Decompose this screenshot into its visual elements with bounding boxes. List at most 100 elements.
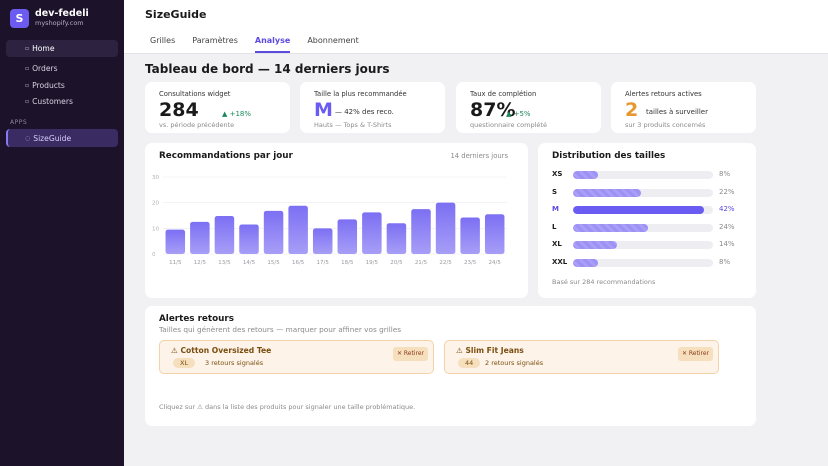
size-label: M <box>552 205 559 213</box>
sidebar: S dev-fedeli myshopify.com ▫ Home ▫ Orde… <box>0 0 124 466</box>
bar-13/5[interactable] <box>214 216 235 254</box>
distribution-row-s: S 22% <box>552 187 746 199</box>
distribution-bar-xxl <box>573 259 598 267</box>
sidebar-item-customers[interactable]: ▫ Customers <box>6 93 118 110</box>
y-tick-label: 0 <box>152 252 156 258</box>
store-logo: S <box>10 8 29 28</box>
x-tick-label: 19/5 <box>366 260 379 266</box>
distribution-bar-m <box>573 206 704 214</box>
sidebar-item-orders[interactable]: ▫ Orders <box>6 60 118 77</box>
chart-title: Recommandations par jour <box>159 151 293 161</box>
bar-16/5[interactable] <box>288 205 308 254</box>
bar-11/5[interactable] <box>165 229 186 254</box>
distribution-row-xs: XS 8% <box>552 169 746 181</box>
size-label: XS <box>552 170 563 178</box>
y-tick-label: 30 <box>152 175 159 181</box>
stat-extra: — 42% des reco. <box>335 108 394 116</box>
tab-parametres[interactable]: Paramètres <box>192 36 238 45</box>
alerts-subtitle: Tailles qui génèrent des retours — marqu… <box>159 325 402 334</box>
distribution-track <box>573 259 713 267</box>
sidebar-item-sizeguide[interactable]: ◌ SizeGuide <box>6 129 118 147</box>
sidebar-item-home[interactable]: ▫ Home <box>6 40 118 57</box>
y-tick-label: 20 <box>152 201 159 207</box>
x-tick-label: 15/5 <box>267 260 280 266</box>
alert-return-count: 2 retours signalés <box>485 359 544 367</box>
x-tick-label: 12/5 <box>194 260 207 266</box>
orders-icon: ▫ <box>25 65 30 72</box>
remove-alert-button[interactable]: ✕ Retirer <box>392 347 428 361</box>
products-icon: ▫ <box>25 82 30 89</box>
bar-21/5[interactable] <box>411 209 431 254</box>
x-tick-label: 14/5 <box>243 260 256 266</box>
distribution-bar-l <box>573 224 648 232</box>
alert-size-chip: XL <box>173 358 196 368</box>
tab-abonnement[interactable]: Abonnement <box>307 36 359 45</box>
sidebar-item-label: Products <box>32 81 65 90</box>
page-title: Tableau de bord — 14 derniers jours <box>145 62 390 76</box>
stat-card-consultations: Consultations widget 284 ▲ +18% vs. péri… <box>145 82 290 133</box>
reco-chart-card: Recommandations par jour 14 derniers jou… <box>145 143 528 298</box>
size-percent: 14% <box>719 240 735 248</box>
alert-product-name: ⚠ Slim Fit Jeans <box>456 346 524 355</box>
sidebar-item-label: Home <box>32 44 55 53</box>
remove-alert-button[interactable]: ✕ Retirer <box>677 347 713 361</box>
bar-22/5[interactable] <box>435 202 456 254</box>
stat-card-top-size: Taille la plus recommandée M — 42% des r… <box>300 82 445 133</box>
distribution-track <box>573 189 713 197</box>
x-tick-label: 18/5 <box>341 260 354 266</box>
sidebar-item-products[interactable]: ▫ Products <box>6 77 118 94</box>
x-tick-label: 16/5 <box>292 260 305 266</box>
bar-23/5[interactable] <box>460 217 480 254</box>
x-tick-label: 23/5 <box>464 260 477 266</box>
stat-label: Consultations widget <box>159 90 231 98</box>
tab-analyse[interactable]: Analyse <box>254 36 291 53</box>
alert-product-name: ⚠ Cotton Oversized Tee <box>171 346 272 355</box>
stat-subtext: vs. période précédente <box>159 121 235 129</box>
store-domain: myshopify.com <box>35 19 84 27</box>
sidebar-item-label: Customers <box>32 97 73 106</box>
store-switcher[interactable]: S dev-fedeli myshopify.com <box>10 8 89 28</box>
tab-grilles[interactable]: Grilles <box>150 36 176 45</box>
customers-icon: ▫ <box>25 98 30 105</box>
stat-value: 284 <box>159 99 199 121</box>
x-tick-label: 22/5 <box>439 260 452 266</box>
distribution-bar-s <box>573 189 642 197</box>
chart-period: 14 derniers jours <box>450 152 508 160</box>
stat-subtext: Hauts — Tops & T-Shirts <box>314 121 392 129</box>
size-percent: 24% <box>719 223 735 231</box>
distribution-track <box>573 206 713 214</box>
bar-17/5[interactable] <box>312 228 333 254</box>
bar-12/5[interactable] <box>190 221 210 254</box>
bar-18/5[interactable] <box>337 219 358 254</box>
return-alerts-card: Alertes retours Tailles qui génèrent des… <box>145 306 756 426</box>
size-label: XXL <box>552 258 568 266</box>
alert-return-count: 3 retours signalés <box>205 359 264 367</box>
alert-item: ⚠ Cotton Oversized Tee XL 3 retours sign… <box>159 340 434 374</box>
stat-delta: ▲ +5% <box>506 110 531 118</box>
x-tick-label: 13/5 <box>218 260 231 266</box>
size-label: XL <box>552 240 562 248</box>
bar-24/5[interactable] <box>484 214 505 254</box>
stat-subtext: sur 3 produits concernés <box>625 121 706 129</box>
bar-14/5[interactable] <box>239 224 259 254</box>
stat-extra: tailles à surveiller <box>646 108 708 116</box>
bar-19/5[interactable] <box>362 212 382 254</box>
sidebar-item-label: Orders <box>32 64 58 73</box>
distribution-row-xxl: XXL 8% <box>552 257 746 269</box>
size-percent: 42% <box>719 205 735 213</box>
x-tick-label: 21/5 <box>415 260 428 266</box>
y-tick-label: 10 <box>152 226 159 232</box>
distribution-track <box>573 224 713 232</box>
distribution-track <box>573 241 713 249</box>
bar-20/5[interactable] <box>386 223 407 254</box>
distribution-track <box>573 171 713 179</box>
x-tick-label: 24/5 <box>489 260 502 266</box>
tab-bar: Grilles Paramètres Analyse Abonnement <box>150 36 376 53</box>
x-tick-label: 11/5 <box>169 260 182 266</box>
distribution-bar-xs <box>573 171 598 179</box>
distribution-row-xl: XL 14% <box>552 239 746 251</box>
bar-15/5[interactable] <box>263 210 284 254</box>
alerts-footer-hint: Cliquez sur ⚠ dans la liste des produits… <box>159 403 416 411</box>
reco-bar-chart: 0 10 20 30 11/5 12/5 13/5 14/5 15/5 16/5 17/5 18/5 1… <box>152 175 507 266</box>
app-header: SizeGuide Grilles Paramètres Analyse Abo… <box>124 0 828 54</box>
